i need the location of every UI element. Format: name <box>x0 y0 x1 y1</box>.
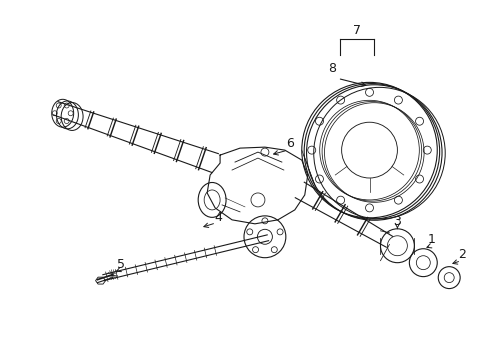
Text: 2: 2 <box>457 248 465 261</box>
Text: 5: 5 <box>117 258 125 271</box>
Text: 7: 7 <box>352 24 360 37</box>
Text: 4: 4 <box>214 211 222 224</box>
Text: 1: 1 <box>427 233 434 246</box>
Text: 3: 3 <box>393 215 401 228</box>
Text: 6: 6 <box>285 137 293 150</box>
Text: 8: 8 <box>327 62 335 75</box>
